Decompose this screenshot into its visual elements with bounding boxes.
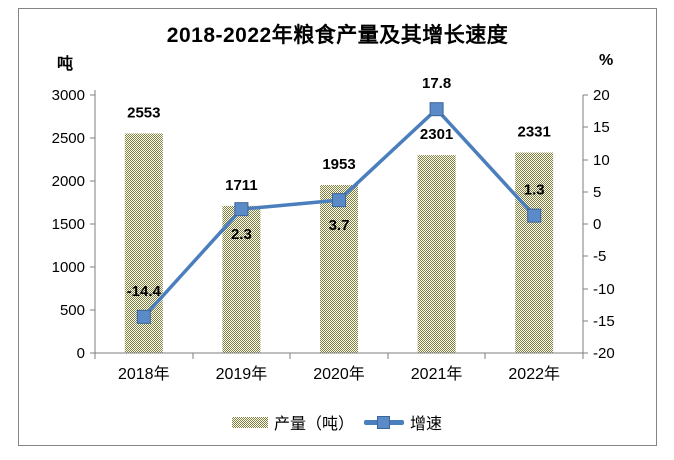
right-axis-tick-label: -5 [593, 248, 606, 265]
bar-2019年 [222, 205, 261, 353]
right-axis-tick-label: 20 [593, 87, 610, 104]
category-label: 2019年 [216, 365, 268, 383]
legend-item-production: 产量（吨） [231, 410, 354, 434]
line-marker [429, 102, 444, 117]
line-marker [332, 193, 346, 208]
category-label: 2021年 [411, 365, 463, 383]
bar-value-label: 2331 [518, 124, 551, 141]
line-value-label: 3.7 [329, 217, 350, 234]
line-value-label: 17.8 [422, 75, 451, 92]
bar-value-label: 2553 [127, 104, 160, 121]
bar-pattern-swatch [231, 416, 268, 428]
line-value-label: -14.4 [127, 283, 162, 300]
right-axis-tick-label: -10 [593, 281, 615, 298]
right-axis-tick-label: 5 [593, 184, 601, 201]
left-axis-tick-label: 1000 [52, 259, 85, 276]
bar-value-label: 1953 [322, 156, 355, 173]
bar-value-label: 2301 [420, 126, 453, 143]
category-label: 2018年 [118, 365, 170, 383]
line-marker [527, 208, 542, 223]
bar-2020年 [320, 185, 358, 353]
line-value-label: 1.3 [524, 182, 545, 199]
bar-value-label: 1711 [225, 177, 258, 194]
line-marker [234, 202, 249, 217]
line-marker [136, 309, 151, 324]
right-axis-tick-label: -15 [593, 313, 615, 330]
line-marker-swatch [364, 415, 404, 429]
bar-2021年 [417, 155, 456, 353]
right-axis-tick-label: 0 [593, 216, 601, 233]
right-axis-tick-label: 15 [593, 119, 610, 136]
left-axis-tick-label: 500 [60, 302, 85, 319]
left-axis-tick-label: 0 [77, 345, 85, 362]
left-axis-unit-label: 吨 [57, 56, 74, 73]
right-axis-unit-label: % [599, 52, 614, 69]
category-label: 2020年 [313, 365, 365, 383]
legend-label-production: 产量（吨） [273, 416, 354, 433]
chart-title: 2018-2022年粮食产量及其增长速度 [166, 24, 509, 47]
right-axis-tick-label: 10 [593, 152, 610, 169]
chart-legend: 产量（吨） 增速 [0, 410, 674, 434]
line-value-label: 2.3 [231, 226, 252, 243]
bar-2022年 [515, 152, 554, 353]
legend-label-growth: 增速 [410, 416, 443, 433]
left-axis-tick-label: 3000 [52, 87, 85, 104]
left-axis-tick-label: 1500 [52, 216, 85, 233]
category-label: 2022年 [508, 365, 560, 383]
legend-item-growth: 增速 [364, 410, 442, 434]
left-axis-tick-label: 2000 [52, 173, 85, 190]
legend-square-marker-icon [377, 415, 390, 429]
right-axis-tick-label: -20 [593, 345, 615, 362]
left-axis-tick-label: 2500 [52, 130, 85, 147]
